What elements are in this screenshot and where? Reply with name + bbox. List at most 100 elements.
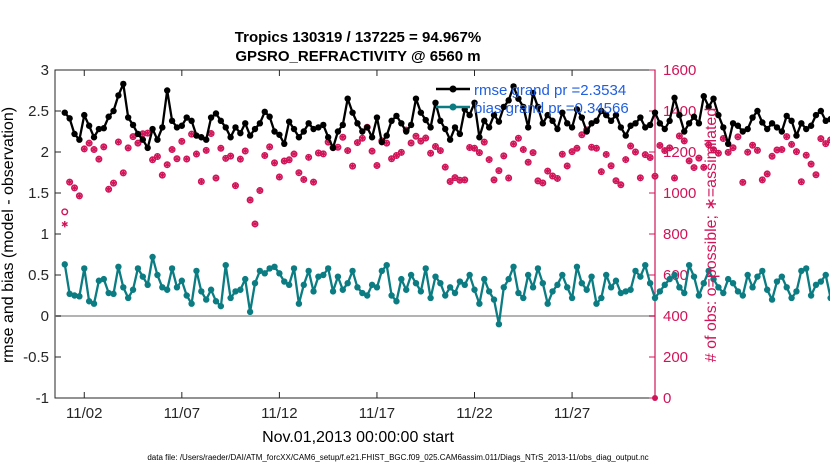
rmse-point	[183, 114, 190, 121]
obs-assimilated-point	[598, 168, 605, 175]
rmse-point	[285, 118, 293, 125]
bias-point	[534, 265, 542, 272]
rmse-point	[485, 124, 493, 131]
bias-point	[134, 265, 142, 272]
obs-assimilated-point	[154, 153, 161, 160]
rmse-point	[212, 110, 220, 117]
rmse-point	[603, 111, 610, 119]
bias-point	[520, 294, 527, 302]
obs-assimilated-point	[266, 143, 273, 151]
rmse-point	[807, 122, 815, 129]
obs-assimilated-point	[788, 141, 795, 148]
bias-point	[763, 286, 771, 293]
obs-assimilated-point	[388, 155, 395, 162]
bias-point	[315, 273, 322, 280]
x-tick-label: 11/02	[66, 405, 102, 422]
obs-assimilated-point	[417, 137, 424, 145]
obs-assimilated-point	[617, 181, 624, 188]
obs-assimilated-point	[305, 154, 312, 161]
rmse-point	[227, 134, 234, 141]
obs-assimilated-point	[393, 152, 400, 159]
rmse-point	[432, 99, 439, 107]
obs-assimilated-point	[622, 156, 629, 163]
rmse-point	[222, 124, 229, 131]
rmse-point	[168, 117, 176, 125]
bias-point	[788, 294, 795, 302]
bias-point	[695, 292, 703, 299]
obs-assimilated-point	[261, 152, 268, 159]
bias-point	[793, 288, 800, 295]
rmse-point	[388, 117, 395, 125]
rmse-point	[632, 120, 639, 127]
bias-point	[690, 273, 698, 280]
obs-assimilated-point	[120, 169, 127, 177]
obs-assimilated-point	[593, 145, 600, 152]
obs-assimilated-point	[286, 156, 293, 163]
obs-assimilated-point	[315, 149, 322, 157]
bias-point	[373, 284, 381, 291]
obs-assimilated-point	[134, 139, 142, 147]
obs-assimilated-point	[432, 143, 439, 150]
rmse-point	[422, 116, 429, 124]
bias-point	[778, 273, 786, 280]
bias-point	[495, 321, 503, 328]
rmse-point	[471, 99, 478, 107]
rmse-point	[149, 125, 156, 133]
rmse-point	[451, 124, 459, 131]
bias-point	[173, 284, 181, 291]
bias-point	[461, 281, 468, 289]
obs-assimilated-point	[715, 150, 722, 157]
obs-assimilated-point	[651, 172, 659, 180]
obs-assimilated-point	[178, 138, 185, 145]
rmse-point	[276, 131, 283, 138]
y-left-tick-label: -0.5	[23, 349, 49, 366]
bias-point	[705, 267, 712, 275]
obs-assimilated-point	[100, 143, 107, 151]
obs-assimilated-point	[739, 179, 746, 186]
rmse-point	[573, 106, 581, 113]
bias-point	[749, 284, 756, 291]
bias-point	[310, 288, 317, 295]
obs-assimilated-point	[734, 133, 742, 141]
obs-assimilated-point	[793, 148, 800, 155]
obs-assimilated-point	[461, 176, 468, 184]
rmse-point	[617, 124, 625, 131]
bias-point	[529, 284, 537, 291]
plot-area: 11/02 11/07 11/12 11/17 11/22 11/27 -1 -0.5 0 0.5…	[23, 62, 830, 422]
obs-assimilated-point	[451, 174, 459, 181]
obs-assimilated-point	[105, 186, 112, 193]
obs-assimilated-point	[125, 144, 132, 152]
obs-assimilated-point	[812, 171, 820, 178]
bias-point	[363, 292, 371, 299]
bias-point	[739, 292, 747, 299]
rmse-point	[412, 95, 420, 102]
rmse-point	[588, 120, 595, 127]
rmse-point	[334, 128, 342, 135]
rmse-point	[271, 128, 278, 135]
y-left-tick-label: -1	[36, 390, 49, 407]
obs-assimilated-point	[510, 140, 517, 148]
rmse-point	[778, 128, 786, 135]
obs-assimilated-point	[212, 174, 220, 182]
rmse-point	[71, 130, 78, 138]
rmse-point	[685, 120, 693, 127]
y-left-tick-label: 0.5	[28, 267, 49, 284]
rmse-point	[481, 117, 488, 125]
bias-point	[378, 267, 386, 275]
bias-point	[627, 286, 634, 293]
obs-assimilated-point	[90, 146, 98, 153]
rmse-point	[124, 114, 132, 121]
y-left-tick-label: 2.5	[28, 103, 49, 120]
rmse-point	[661, 125, 668, 133]
bias-point	[720, 289, 727, 297]
bias-point	[563, 284, 571, 291]
rmse-point	[198, 134, 205, 141]
obs-assimilated-point	[773, 146, 781, 154]
rmse-point	[378, 138, 386, 146]
bias-point	[110, 290, 117, 298]
bias-point	[539, 280, 547, 287]
y-right-tick-label: 1600	[663, 62, 696, 79]
rmse-point	[568, 124, 576, 131]
rmse-point	[705, 103, 712, 111]
obs-assimilated-point	[637, 174, 644, 182]
